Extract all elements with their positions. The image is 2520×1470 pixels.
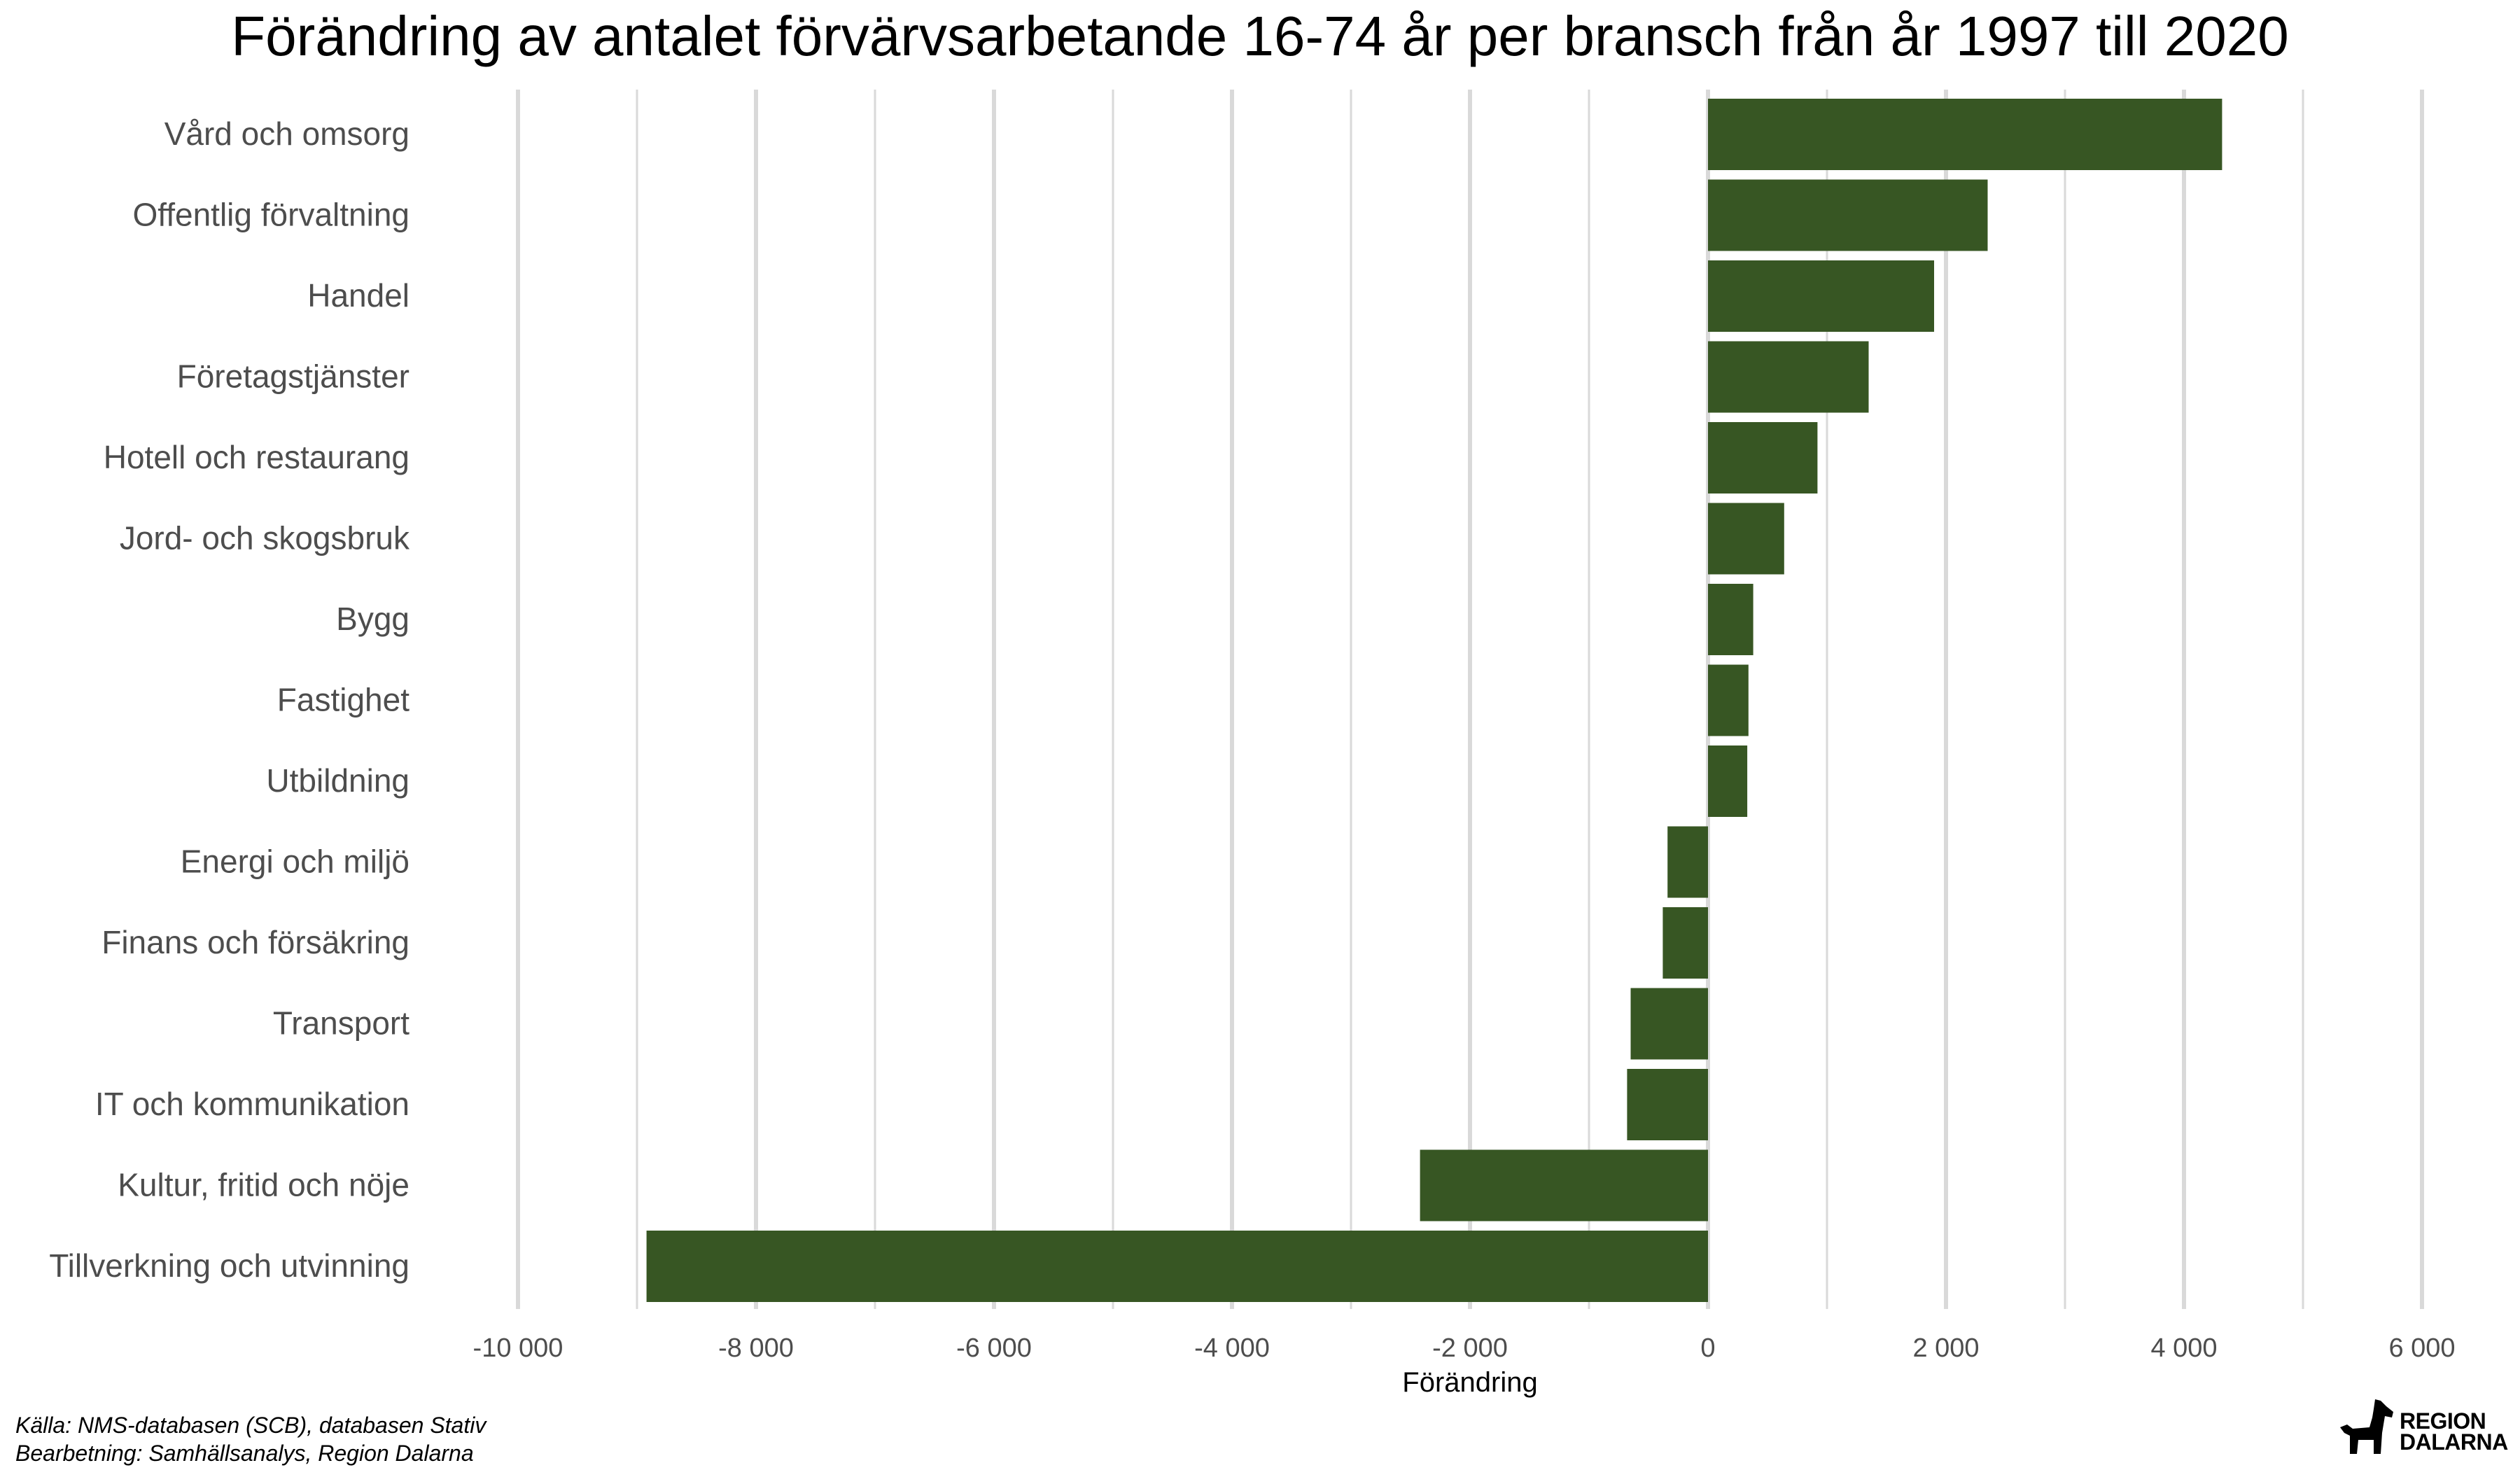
footnote-processing: Bearbetning: Samhällsanalys, Region Dala… <box>15 1441 474 1466</box>
x-tick-label: -6 000 <box>956 1334 1032 1363</box>
logo-line-2: DALARNA <box>2400 1429 2508 1455</box>
x-tick-label: 4 000 <box>2150 1334 2217 1363</box>
x-axis-title: Förändring <box>1402 1367 1537 1398</box>
x-tick-label: 0 <box>1700 1334 1715 1363</box>
dala-horse-icon <box>2340 1399 2393 1454</box>
bar <box>1662 907 1708 979</box>
bar <box>1708 422 1818 493</box>
category-label: Hotell och restaurang <box>104 439 410 475</box>
grid-lines <box>516 90 2424 1309</box>
category-label: Utbildning <box>266 762 410 799</box>
x-tick-label: -10 000 <box>473 1334 564 1363</box>
bar <box>1708 99 2222 170</box>
bar <box>1708 584 1754 655</box>
category-label: Transport <box>273 1005 410 1042</box>
bar <box>1420 1149 1708 1222</box>
bar <box>646 1231 1708 1302</box>
category-labels: Vård och omsorg Offentlig förvaltning Hand… <box>49 115 410 1284</box>
category-label: Jord- och skogsbruk <box>120 520 410 556</box>
category-label: Företagstjänster <box>177 358 410 395</box>
bar <box>1627 1069 1708 1140</box>
bar <box>1667 826 1708 898</box>
bar <box>1708 503 1784 575</box>
category-label: Energi och miljö <box>181 844 410 880</box>
category-label: Fastighet <box>277 682 410 718</box>
logo-text: REGION DALARNA <box>2400 1408 2508 1455</box>
category-label: IT och kommunikation <box>95 1086 410 1122</box>
bar <box>1630 988 1708 1060</box>
category-label: Handel <box>307 277 410 314</box>
category-label: Vård och omsorg <box>164 115 410 152</box>
category-label: Finans och försäkring <box>102 924 410 960</box>
category-label: Offentlig förvaltning <box>133 197 410 233</box>
category-label: Tillverkning och utvinning <box>49 1247 410 1284</box>
region-dalarna-logo: REGION DALARNA <box>2334 1396 2508 1460</box>
x-tick-label: 6 000 <box>2388 1334 2455 1363</box>
bar <box>1708 179 1988 251</box>
footnote-source: Källa: NMS-databasen (SCB), databasen St… <box>15 1413 486 1438</box>
chart-title: Förändring av antalet förvärvsarbetande … <box>231 5 2289 67</box>
x-tick-label: -8 000 <box>718 1334 794 1363</box>
x-tick-labels: -10 000 -8 000 -6 000 -4 000 -2 000 0 2 000 4 0… <box>473 1334 2456 1363</box>
x-tick-label: -4 000 <box>1194 1334 1270 1363</box>
x-tick-label: -2 000 <box>1432 1334 1508 1363</box>
logo-line-1: REGION <box>2400 1408 2486 1434</box>
bars <box>646 99 2222 1302</box>
category-label: Kultur, fritid och nöje <box>118 1167 410 1203</box>
bar <box>1708 746 1748 817</box>
bar <box>1708 664 1749 736</box>
bar <box>1708 341 1869 413</box>
x-tick-label: 2 000 <box>1912 1334 1979 1363</box>
category-label: Bygg <box>336 601 410 637</box>
bar <box>1708 260 1934 332</box>
